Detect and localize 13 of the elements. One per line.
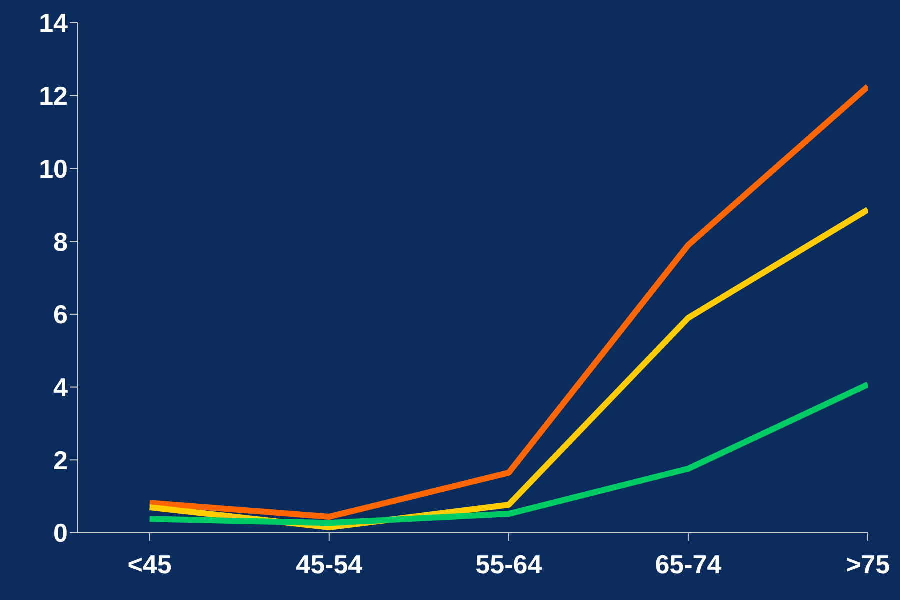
y-tick-label: 14 <box>39 8 69 38</box>
y-tick-label: 12 <box>39 81 68 112</box>
x-tick-label: >75 <box>846 549 890 580</box>
y-tick-label: 8 <box>54 226 68 257</box>
x-tick-label: <45 <box>128 549 172 580</box>
y-tick-label: 4 <box>54 372 69 403</box>
y-tick-label: 2 <box>54 445 68 476</box>
x-tick-label: 65-74 <box>655 549 722 580</box>
y-tick-label: 6 <box>54 300 68 330</box>
y-tick-label: 10 <box>39 154 68 184</box>
x-tick-label: 45-54 <box>296 549 364 580</box>
y-tick-label: 0 <box>54 518 68 548</box>
x-tick-label: 55-64 <box>476 549 543 580</box>
